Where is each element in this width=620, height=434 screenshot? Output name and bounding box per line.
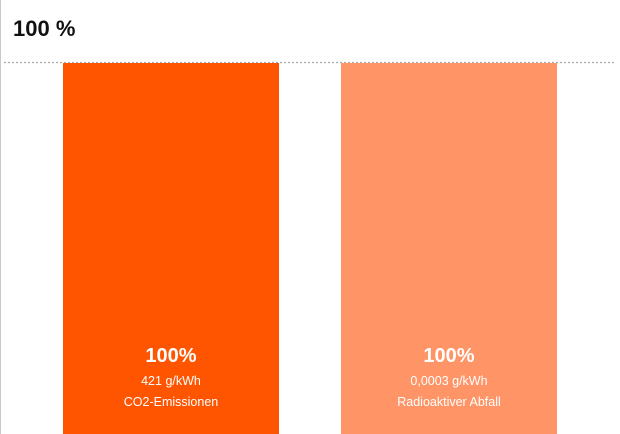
bar-value-label: 100% [423,345,474,367]
bar-category-label: Radioaktiver Abfall [397,395,501,409]
bar-1 [63,63,279,434]
y-axis-max-label: 100 % [13,16,75,41]
bar-value-label: 100% [145,345,196,367]
bar-2 [341,63,557,434]
bars-layer: 100% 421 g/kWh CO2-Emissionen 100% 0,0003 g/… [63,63,557,434]
bar-category-label: CO2-Emissionen [124,395,219,409]
bar-unit-label: 421 g/kWh [141,374,201,388]
bar-unit-label: 0,0003 g/kWh [410,374,487,388]
